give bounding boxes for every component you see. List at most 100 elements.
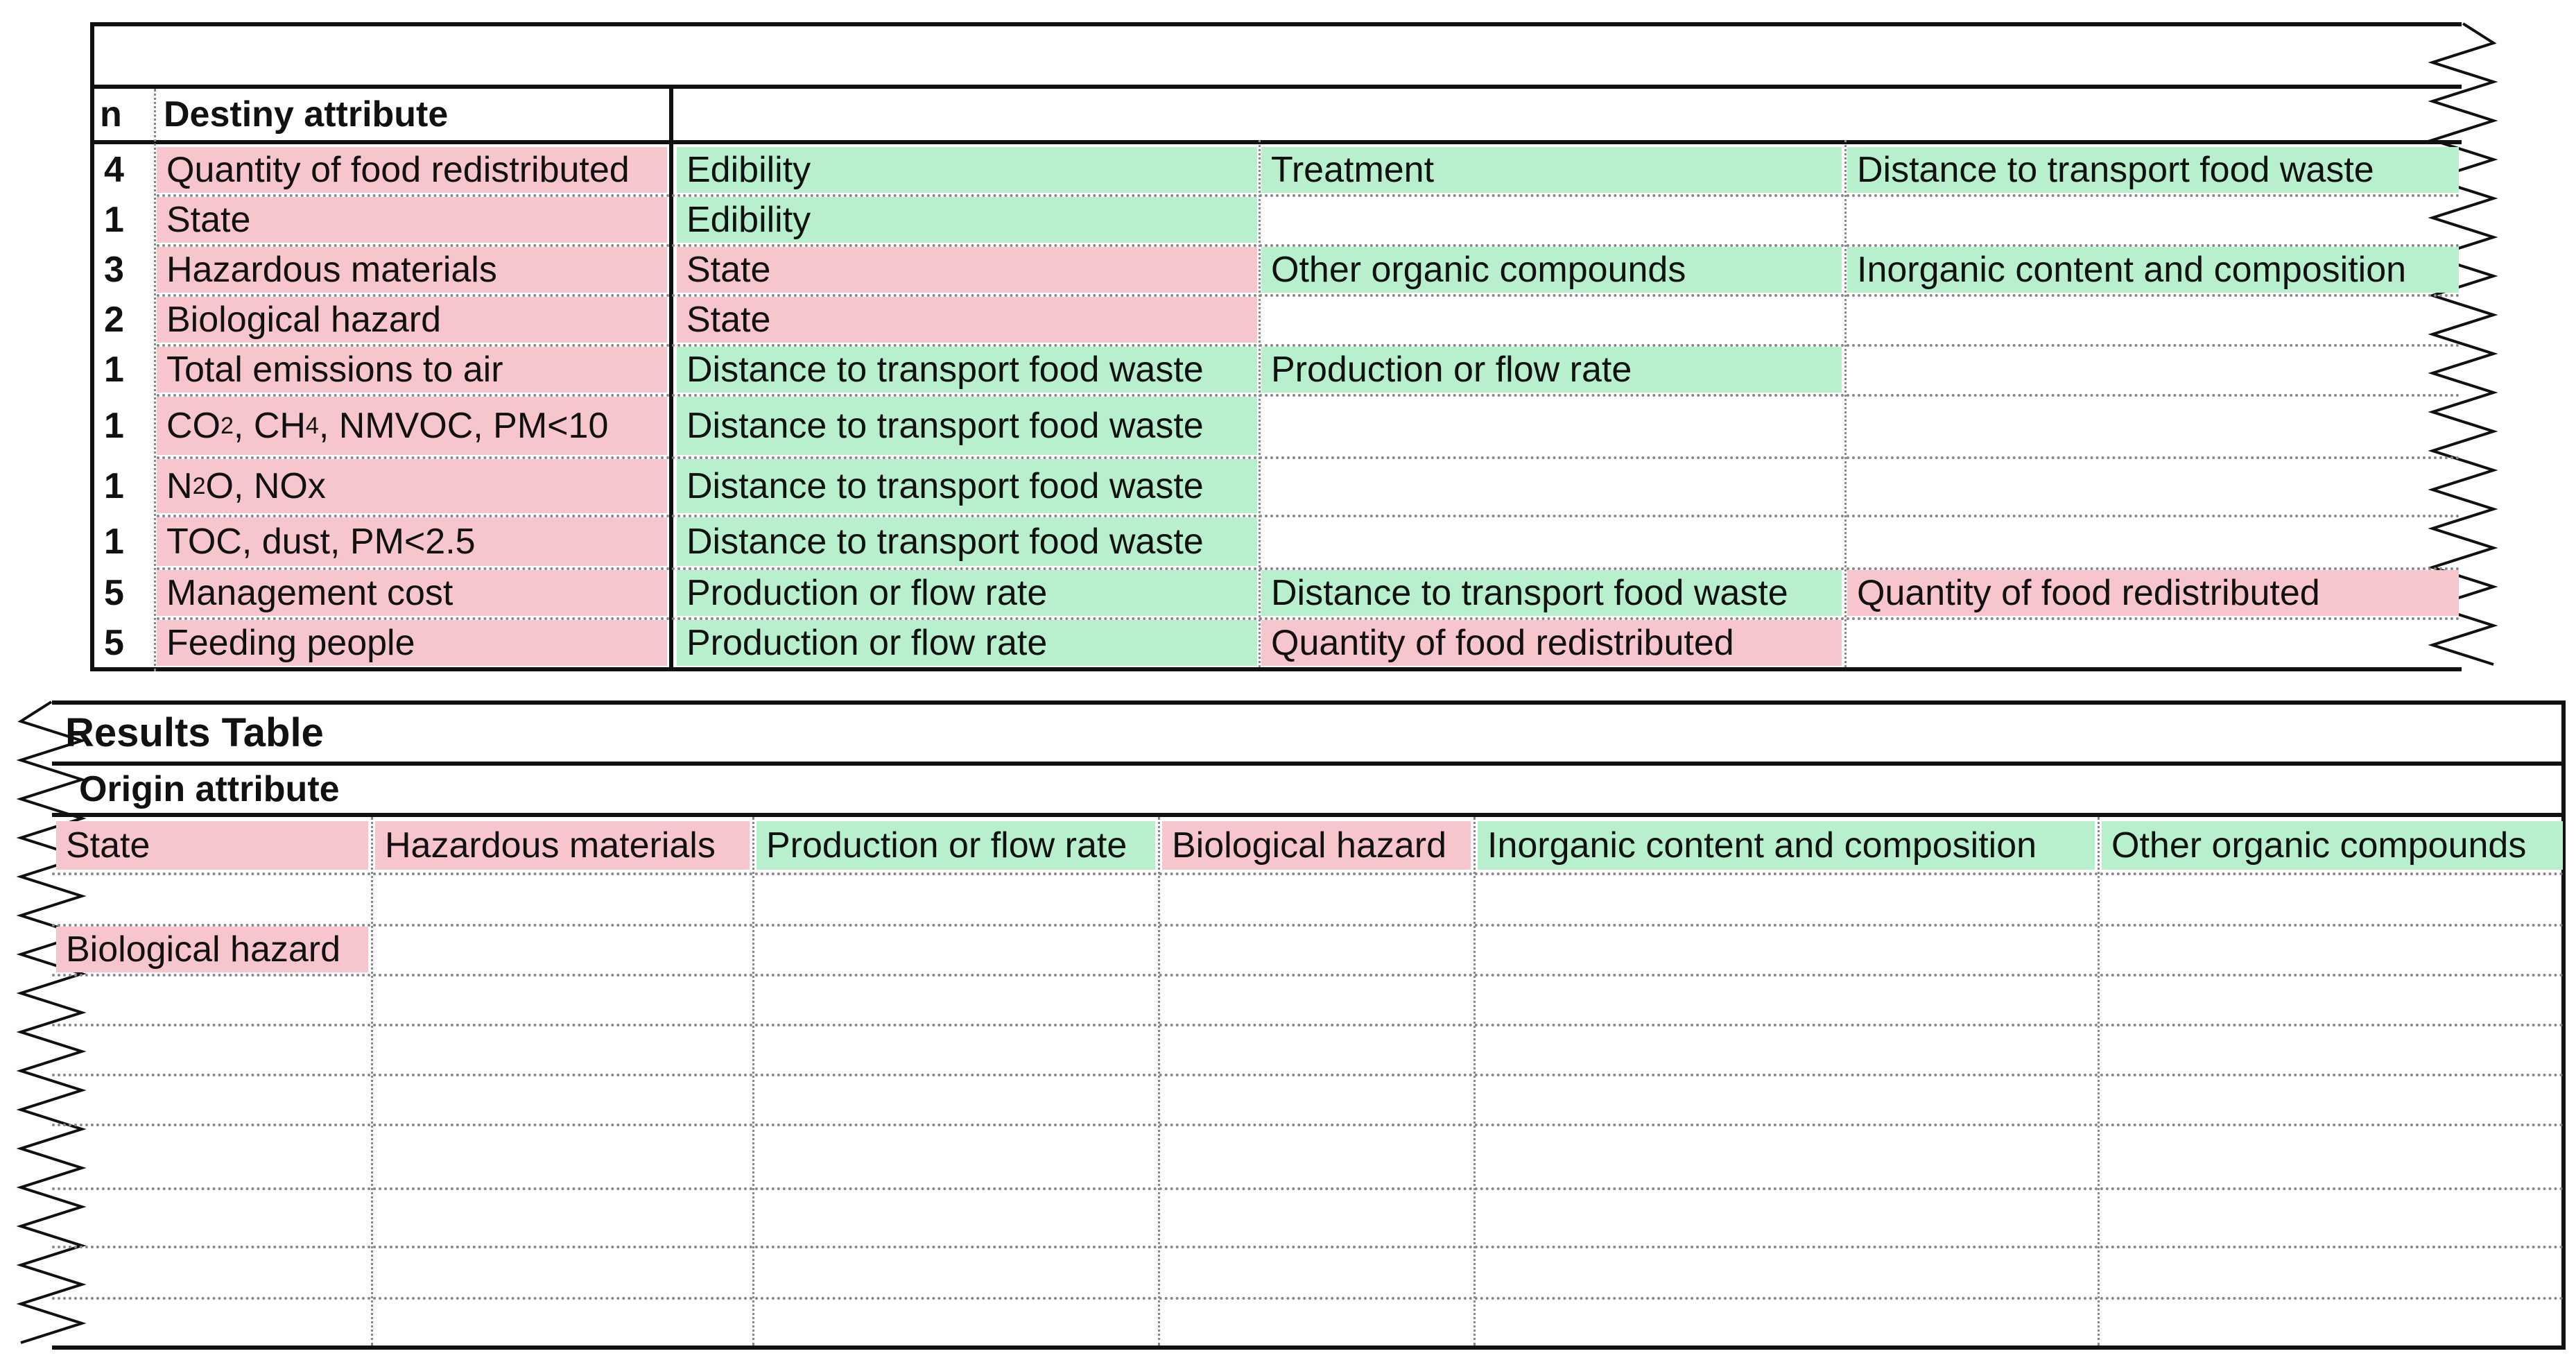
row-n: 1 bbox=[104, 406, 124, 446]
column-divider bbox=[154, 89, 156, 671]
result-cell bbox=[757, 875, 1155, 922]
result-cell bbox=[375, 1248, 750, 1296]
row-n: 1 bbox=[104, 522, 124, 562]
dependency-cell bbox=[1261, 459, 1842, 513]
column-divider bbox=[1259, 140, 1261, 667]
dependency-cell bbox=[1261, 197, 1842, 243]
result-cell bbox=[2102, 1190, 2563, 1244]
dependency-cell: Quantity of food redistributed bbox=[1847, 570, 2459, 616]
result-cell bbox=[1478, 1248, 2095, 1296]
row-divider bbox=[52, 1187, 2566, 1190]
origin-header-cell: Biological hazard bbox=[1162, 821, 1471, 870]
left-border bbox=[90, 22, 94, 671]
row-n: 1 bbox=[104, 466, 124, 506]
row-n: 2 bbox=[104, 300, 124, 340]
result-cell bbox=[1162, 1076, 1471, 1122]
result-cell bbox=[1478, 875, 2095, 922]
row-n: 5 bbox=[104, 573, 124, 613]
row-divider bbox=[52, 1297, 2566, 1300]
result-cell bbox=[1478, 1026, 2095, 1072]
dependency-cell bbox=[1261, 517, 1842, 566]
result-cell bbox=[375, 1300, 750, 1345]
result-cell bbox=[375, 927, 750, 972]
dependency-cell bbox=[1847, 397, 2459, 455]
origin-header-cell: State bbox=[56, 821, 368, 870]
dependency-cell: Inorganic content and composition bbox=[1847, 247, 2459, 293]
header-top-border bbox=[90, 85, 2462, 89]
result-cell bbox=[757, 1126, 1155, 1186]
results-title: Results Table bbox=[65, 710, 324, 755]
row-divider bbox=[157, 456, 2462, 459]
dependency-cell: Treatment bbox=[1261, 147, 1842, 193]
dependency-cell: Edibility bbox=[677, 197, 1257, 243]
result-cell bbox=[1162, 1248, 1471, 1296]
result-cell bbox=[56, 1076, 368, 1122]
result-cell bbox=[1478, 1300, 2095, 1345]
result-cell bbox=[757, 927, 1155, 972]
destiny-cell: State bbox=[157, 197, 667, 243]
row-divider bbox=[52, 1024, 2566, 1026]
row-divider bbox=[52, 1074, 2566, 1076]
result-cell bbox=[1478, 1076, 2095, 1122]
result-cell bbox=[757, 1190, 1155, 1244]
results-top-border bbox=[52, 700, 2566, 705]
row-divider bbox=[157, 567, 2462, 570]
origin-header-cell: Inorganic content and composition bbox=[1478, 821, 2095, 870]
column-divider bbox=[2098, 817, 2100, 1345]
result-cell bbox=[757, 1026, 1155, 1072]
dependency-cell: Other organic compounds bbox=[1261, 247, 1842, 293]
result-cell bbox=[56, 1248, 368, 1296]
row-divider bbox=[157, 617, 2462, 620]
result-cell bbox=[1162, 1190, 1471, 1244]
origin-header-cell: Other organic compounds bbox=[2102, 821, 2563, 870]
result-cell bbox=[375, 1026, 750, 1072]
dependency-cell: State bbox=[677, 247, 1257, 293]
column-divider bbox=[1844, 140, 1847, 667]
row-n: 1 bbox=[104, 350, 124, 390]
result-cell bbox=[2102, 875, 2563, 922]
dependency-cell bbox=[1847, 347, 2459, 393]
result-cell bbox=[1162, 875, 1471, 922]
result-cell bbox=[2102, 1300, 2563, 1345]
result-cell bbox=[56, 1300, 368, 1345]
column-header-n: n bbox=[100, 94, 122, 135]
result-cell bbox=[1162, 1126, 1471, 1186]
result-cell bbox=[757, 1248, 1155, 1296]
result-cell bbox=[56, 875, 368, 922]
destiny-cell: Total emissions to air bbox=[157, 347, 667, 393]
results-title-border bbox=[52, 762, 2566, 766]
result-cell bbox=[1162, 1026, 1471, 1072]
destiny-cell: CO 2, CH 4, NMVOC, PM<10 bbox=[157, 397, 667, 455]
row-divider bbox=[157, 515, 2462, 517]
result-cell bbox=[2102, 1248, 2563, 1296]
result-cell bbox=[2102, 1126, 2563, 1186]
destiny-cell: Biological hazard bbox=[157, 297, 667, 343]
row-n: 1 bbox=[104, 200, 124, 240]
destiny-divider bbox=[669, 85, 673, 671]
origin-attribute-label: Origin attribute bbox=[79, 769, 340, 809]
row-divider bbox=[157, 194, 2462, 197]
dependency-cell: Distance to transport food waste bbox=[677, 459, 1257, 513]
column-header-destiny: Destiny attribute bbox=[164, 94, 449, 135]
row-divider bbox=[52, 924, 2566, 927]
result-cell: Biological hazard bbox=[56, 927, 368, 972]
result-cell bbox=[2102, 1076, 2563, 1122]
result-cell bbox=[1162, 1300, 1471, 1345]
destiny-cell: Quantity of food redistributed bbox=[157, 147, 667, 193]
dependency-cell bbox=[1847, 197, 2459, 243]
row-divider bbox=[52, 1124, 2566, 1126]
result-cell bbox=[375, 875, 750, 922]
origin-header-cell: Hazardous materials bbox=[375, 821, 750, 870]
column-divider bbox=[1158, 817, 1160, 1345]
result-cell bbox=[56, 1026, 368, 1072]
dependency-cell bbox=[1847, 620, 2459, 666]
destiny-cell: Management cost bbox=[157, 570, 667, 616]
dependency-cell: Distance to transport food waste bbox=[1261, 570, 1842, 616]
dependency-cell: Quantity of food redistributed bbox=[1261, 620, 1842, 666]
row-divider bbox=[52, 1246, 2566, 1248]
dependency-cell: Production or flow rate bbox=[677, 620, 1257, 666]
results-bottom-border bbox=[52, 1345, 2566, 1350]
bottom-border bbox=[90, 667, 2462, 671]
destiny-cell: N 2 O, NOx bbox=[157, 459, 667, 513]
result-cell bbox=[757, 977, 1155, 1022]
